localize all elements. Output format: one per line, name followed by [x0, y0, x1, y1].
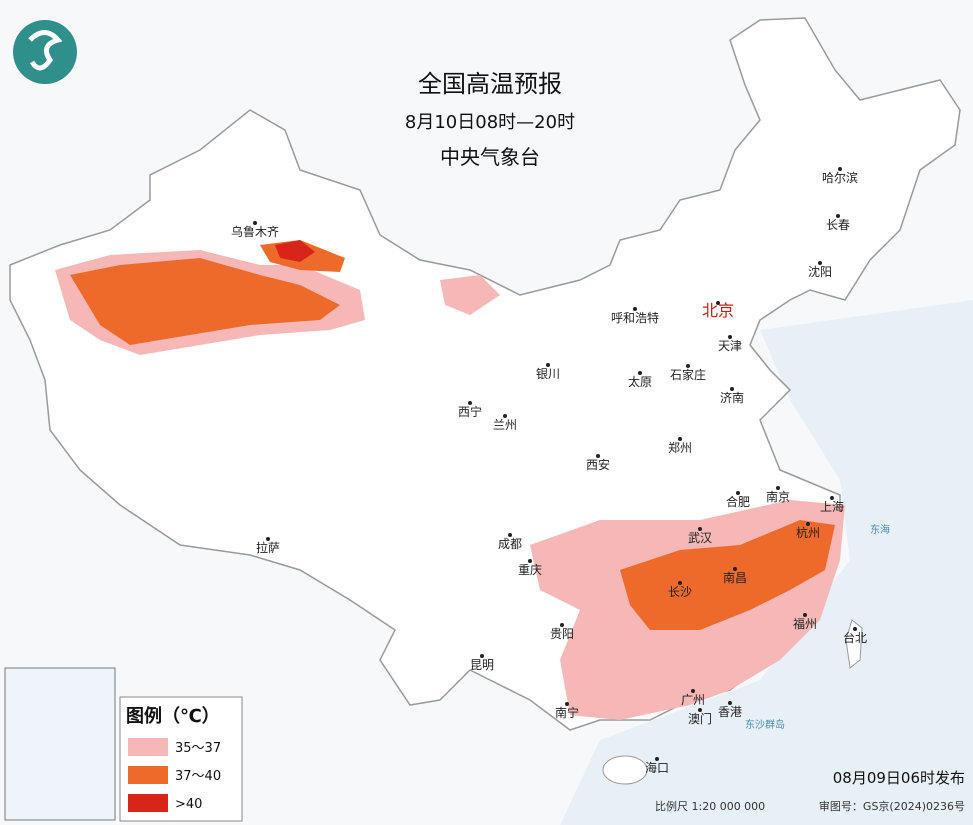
city-label: 台北	[843, 630, 867, 645]
city-dot	[468, 401, 472, 405]
city-dot	[686, 364, 690, 368]
city-dot	[838, 167, 842, 171]
heat-35-37	[440, 275, 500, 315]
city-dot	[633, 307, 637, 311]
issuer: 中央气象台	[440, 145, 540, 169]
city-dot	[565, 702, 569, 706]
city-label: 太原	[628, 374, 652, 389]
city-dot	[853, 627, 857, 631]
legend-label: 35～37	[175, 741, 221, 756]
city-label: 石家庄	[670, 367, 706, 382]
city-label: 香港	[718, 705, 742, 719]
logo-mark	[28, 30, 63, 71]
city-dot	[655, 757, 659, 761]
city-dot	[776, 486, 780, 490]
city-dot	[728, 335, 732, 339]
city-label: 贵阳	[550, 627, 574, 641]
city-label: 海口	[645, 760, 669, 775]
legend-swatch	[128, 738, 168, 756]
city-dot	[698, 527, 702, 531]
issued-time: 08月09日06时发布	[833, 769, 965, 787]
legend-swatch	[128, 766, 168, 784]
city-dot	[678, 437, 682, 441]
legend-items: 35～37 37～40 >40	[128, 738, 221, 812]
city-dot	[480, 654, 484, 658]
city-dot	[836, 214, 840, 218]
heat-areas	[55, 240, 845, 720]
city-label: 银川	[536, 367, 560, 381]
city-dot	[560, 623, 564, 627]
scale: 比例尺 1:20 000 000	[655, 799, 765, 813]
city-dot	[716, 301, 720, 305]
city-label: 重庆	[518, 563, 542, 577]
city-dot	[596, 454, 600, 458]
city-label: 成都	[498, 537, 522, 551]
city-label: 广州	[681, 693, 705, 707]
legend-label: 37～40	[175, 769, 221, 784]
city-dot	[736, 491, 740, 495]
city-label: 哈尔滨	[822, 170, 858, 185]
city-label: 福州	[793, 616, 817, 631]
city-label: 上海	[820, 499, 844, 514]
city-label: 南昌	[723, 570, 747, 585]
city-dot	[733, 567, 737, 571]
city-dot	[830, 496, 834, 500]
city-label: 澳门	[688, 711, 712, 726]
heat-37-40	[70, 258, 340, 345]
city-label: 武汉	[688, 531, 712, 545]
review-number: 审图号：GS京(2024)0236号	[819, 799, 965, 813]
city-label: 杭州	[796, 525, 820, 540]
city-label: 南京	[766, 489, 790, 504]
city-label: 南宁	[555, 705, 579, 720]
city-dot	[528, 559, 532, 563]
city-label: 合肥	[726, 494, 750, 509]
city-label: 乌鲁木齐	[231, 224, 279, 239]
city-dot	[503, 414, 507, 418]
city-label: 长春	[826, 218, 850, 232]
city-dot	[266, 537, 270, 541]
city-label: 沈阳	[808, 264, 832, 279]
city-label: 北京	[702, 301, 734, 320]
taiwan	[845, 619, 863, 669]
city-dot	[698, 708, 702, 712]
legend-label: >40	[175, 797, 202, 812]
subtitle: 8月10日08时—20时	[405, 112, 575, 133]
place-label: 东沙群岛	[745, 718, 785, 731]
city-label: 西安	[586, 457, 610, 472]
heat-over-40	[275, 240, 315, 262]
city-label: 郑州	[668, 440, 692, 455]
city-dot	[508, 533, 512, 537]
city-dot	[638, 371, 642, 375]
city-label: 拉萨	[256, 540, 280, 555]
sea	[560, 300, 973, 825]
city-label: 昆明	[470, 658, 494, 672]
city-label: 西宁	[458, 404, 482, 419]
city-dot	[730, 387, 734, 391]
city-label: 长沙	[668, 585, 692, 599]
city-label: 济南	[720, 390, 744, 405]
city-dot	[546, 363, 550, 367]
city-label: 呼和浩特	[611, 310, 659, 325]
city-dot	[803, 613, 807, 617]
legend-swatch	[128, 794, 168, 812]
inset-map	[4, 667, 116, 821]
hainan	[602, 755, 648, 785]
heat-37-40	[620, 520, 835, 630]
city-dot	[818, 261, 822, 265]
city-dot	[806, 522, 810, 526]
city-label: 兰州	[493, 418, 517, 432]
city-dot	[691, 689, 695, 693]
city-dot	[253, 221, 257, 225]
city-dot	[728, 701, 732, 705]
city-label: 天津	[718, 339, 742, 353]
place-label: 东海	[870, 523, 890, 536]
city-dot	[678, 581, 682, 585]
legend-title: 图例（℃）	[126, 705, 220, 727]
title: 全国高温预报	[418, 70, 562, 98]
